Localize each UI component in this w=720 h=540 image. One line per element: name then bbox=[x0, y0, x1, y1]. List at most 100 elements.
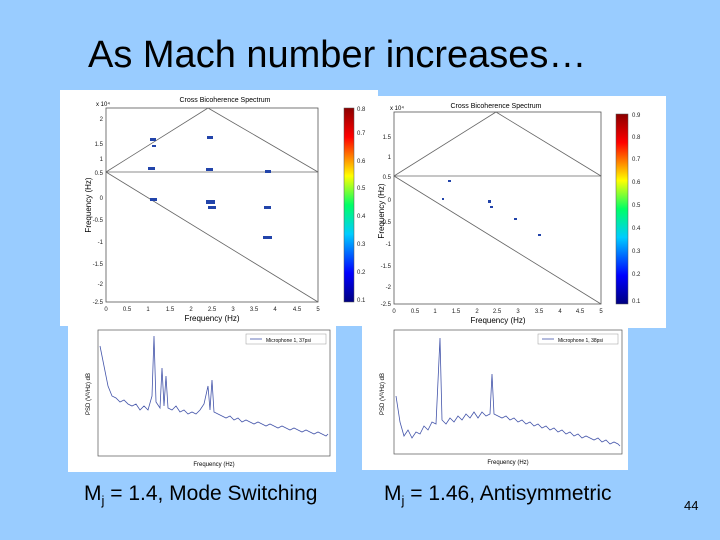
left-xtick: 3.5 bbox=[250, 307, 259, 313]
right-cbar-tick: 0.3 bbox=[632, 249, 641, 255]
left-bispectrum-title: Cross Bicoherence Spectrum bbox=[179, 97, 270, 104]
right-caption: Mj = 1.46, Antisymmetric bbox=[384, 482, 612, 508]
right-ytick: -1.5 bbox=[381, 264, 392, 270]
right-bispectrum-xlabel: Frequency (Hz) bbox=[470, 316, 525, 325]
right-xtick: 3 bbox=[516, 309, 520, 315]
right-caption-sub: j bbox=[401, 493, 405, 509]
right-ytick: 1 bbox=[388, 155, 392, 161]
right-psd-plot-area bbox=[393, 329, 623, 455]
left-cbar-tick: 0.7 bbox=[357, 131, 366, 137]
right-peak bbox=[488, 200, 491, 203]
right-xtick: 3.5 bbox=[535, 309, 544, 315]
left-cbar-tick: 0.4 bbox=[357, 214, 366, 220]
right-peak bbox=[448, 180, 451, 182]
left-cbar-tick: 0.3 bbox=[357, 242, 366, 248]
right-ytick: -2.5 bbox=[381, 302, 392, 308]
left-xtick: 5 bbox=[316, 307, 320, 313]
left-bispectrum-ylabel: Frequency (Hz) bbox=[84, 177, 93, 232]
right-bispectrum-title: Cross Bicoherence Spectrum bbox=[450, 103, 541, 110]
left-peak bbox=[150, 198, 157, 201]
right-cbar-tick: 0.9 bbox=[632, 113, 641, 119]
left-peak bbox=[265, 170, 271, 173]
right-bicoherence-peaks bbox=[442, 180, 541, 236]
right-xtick: 1 bbox=[433, 309, 437, 315]
right-colorbar bbox=[615, 113, 629, 305]
left-ytick: -2 bbox=[98, 282, 104, 288]
left-peak bbox=[152, 145, 156, 147]
left-triangle-lower bbox=[105, 171, 319, 303]
right-xtick: 4.5 bbox=[576, 309, 585, 315]
left-xtick: 0 bbox=[104, 307, 108, 313]
left-ytick: -1 bbox=[98, 240, 104, 246]
right-xtick: 4 bbox=[558, 309, 562, 315]
page-number: 44 bbox=[684, 498, 699, 513]
right-psd-legend-box bbox=[537, 333, 619, 345]
slide-title: As Mach number increases… bbox=[88, 34, 587, 76]
left-peak bbox=[264, 206, 271, 209]
left-cbar-tick: 0.5 bbox=[357, 186, 366, 192]
right-cbar-tick: 0.8 bbox=[632, 135, 641, 141]
left-xtick: 3 bbox=[231, 307, 235, 313]
left-bispectrum-panel: Cross Bicoherence Spectrum x 10⁴ 2 1.5 1 bbox=[60, 90, 378, 326]
right-triangle-upper-right bbox=[495, 111, 602, 177]
left-plot-area bbox=[105, 107, 319, 303]
right-psd-ylabel: PSD (V²/Hz) dB bbox=[380, 373, 386, 415]
right-xtick: 0.5 bbox=[411, 309, 420, 315]
left-cbar-tick: 0.8 bbox=[357, 107, 366, 113]
left-ytick: -2.5 bbox=[93, 300, 104, 306]
left-peak bbox=[148, 167, 155, 170]
right-psd-panel: Microphone 1, 38psi Frequency (Hz) PSD (… bbox=[362, 326, 628, 470]
left-xtick: 4.5 bbox=[293, 307, 302, 313]
left-xtick: 1 bbox=[146, 307, 150, 313]
left-peak bbox=[263, 236, 272, 239]
left-psd-ylabel: PSD (V²/Hz) dB bbox=[86, 373, 92, 415]
left-ytick: 1 bbox=[100, 157, 104, 163]
right-cbar-tick: 0.7 bbox=[632, 157, 641, 163]
left-colorbar bbox=[343, 107, 355, 303]
left-caption-sub: j bbox=[101, 493, 105, 509]
right-cbar-tick: 0.5 bbox=[632, 203, 641, 209]
right-xtick: 1.5 bbox=[452, 309, 461, 315]
left-caption: Mj = 1.4, Mode Switching bbox=[84, 482, 317, 508]
right-peak bbox=[538, 234, 541, 236]
left-xtick: 2 bbox=[189, 307, 193, 313]
right-bispectrum-panel: Cross Bicoherence Spectrum x 10⁴ 1.5 1 0… bbox=[376, 96, 666, 328]
left-ytick: 0.5 bbox=[95, 171, 104, 177]
right-cbar-tick: 0.1 bbox=[632, 299, 641, 305]
right-ytick: -1 bbox=[386, 242, 392, 248]
right-ytick: 1.5 bbox=[383, 135, 392, 141]
right-caption-prefix: M bbox=[384, 482, 402, 505]
left-ytick: -0.5 bbox=[93, 218, 104, 224]
right-ytick: 0.5 bbox=[383, 175, 392, 181]
left-peak bbox=[207, 136, 213, 139]
right-peak bbox=[514, 218, 517, 220]
left-ytick: 1.5 bbox=[95, 142, 104, 148]
left-bispectrum-chart: Cross Bicoherence Spectrum x 10⁴ 2 1.5 1 bbox=[84, 97, 366, 323]
right-cbar-tick: 0.4 bbox=[632, 226, 641, 232]
right-cbar-tick: 0.2 bbox=[632, 272, 641, 278]
left-xtick: 4 bbox=[273, 307, 277, 313]
left-bispectrum-exponent: x 10⁴ bbox=[96, 101, 110, 108]
right-xtick: 2.5 bbox=[493, 309, 502, 315]
left-cbar-tick: 0.2 bbox=[357, 270, 366, 276]
left-peak bbox=[206, 168, 213, 171]
right-psd-legend: Microphone 1, 38psi bbox=[558, 338, 603, 344]
left-caption-prefix: M bbox=[84, 482, 102, 505]
left-ytick: -1.5 bbox=[93, 262, 104, 268]
left-psd-trace bbox=[99, 335, 329, 437]
right-peak bbox=[490, 206, 493, 208]
left-bicoherence-peaks bbox=[148, 136, 272, 239]
left-triangle-upper-right bbox=[207, 107, 319, 173]
left-psd-legend: Microphone 1, 37psi bbox=[266, 338, 311, 344]
left-caption-text: = 1.4, Mode Switching bbox=[104, 482, 318, 505]
left-cbar-tick: 0.1 bbox=[357, 298, 366, 304]
left-triangle-upper-left bbox=[105, 107, 209, 173]
right-bispectrum-ylabel: Frequency (Hz) bbox=[377, 183, 386, 238]
right-xtick: 5 bbox=[599, 309, 603, 315]
right-triangle-upper-left bbox=[393, 111, 497, 177]
right-ytick: 0 bbox=[388, 198, 392, 204]
left-peak bbox=[150, 138, 156, 141]
left-bispectrum-xlabel: Frequency (Hz) bbox=[184, 314, 239, 323]
right-psd-chart: Microphone 1, 38psi Frequency (Hz) PSD (… bbox=[380, 329, 623, 466]
left-xtick: 1.5 bbox=[166, 307, 175, 313]
